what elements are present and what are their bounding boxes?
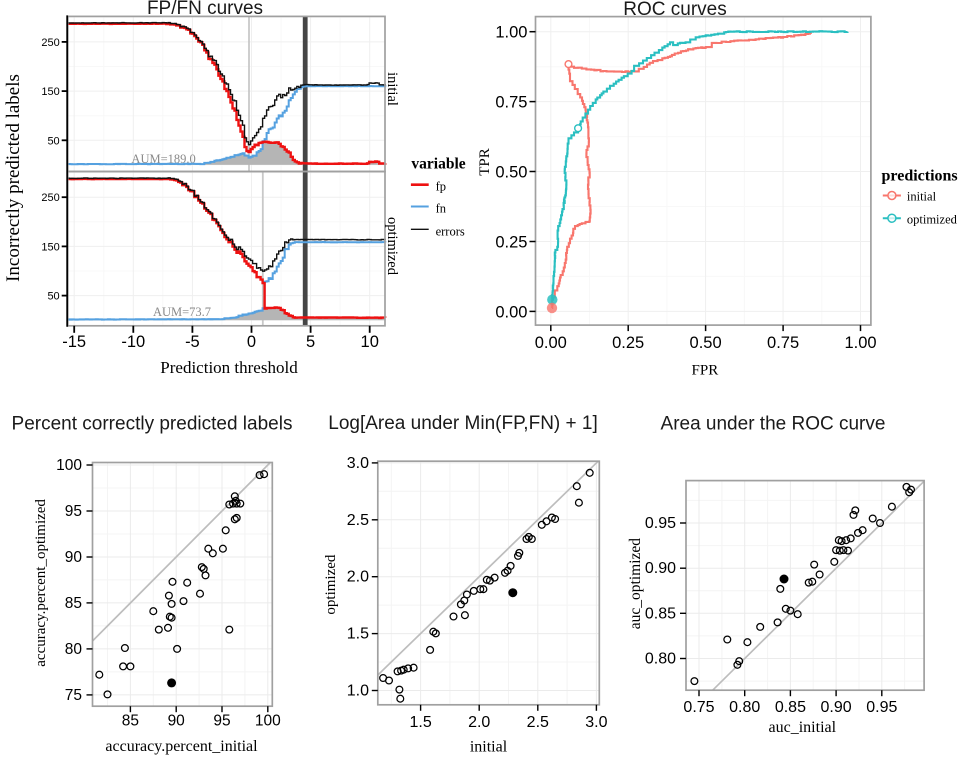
- svg-text:2.5: 2.5: [347, 512, 369, 529]
- svg-text:initial: initial: [384, 72, 400, 106]
- svg-text:0.75: 0.75: [495, 94, 527, 112]
- svg-text:fp: fp: [436, 180, 446, 194]
- svg-text:0.75: 0.75: [683, 699, 714, 716]
- svg-text:FP/FN curves: FP/FN curves: [147, 0, 263, 19]
- svg-text:fn: fn: [436, 202, 447, 216]
- svg-text:80: 80: [65, 641, 83, 658]
- svg-text:0.85: 0.85: [775, 699, 806, 716]
- svg-text:150: 150: [41, 86, 59, 98]
- svg-text:0.90: 0.90: [645, 560, 676, 577]
- svg-text:0.80: 0.80: [729, 699, 760, 716]
- svg-text:50: 50: [47, 135, 59, 147]
- svg-text:TPR: TPR: [477, 148, 493, 176]
- svg-text:accuracy.percent_initial: accuracy.percent_initial: [105, 738, 258, 755]
- svg-text:3.0: 3.0: [585, 714, 607, 731]
- svg-text:Percent correctly predicted la: Percent correctly predicted labels: [12, 413, 293, 434]
- svg-text:3.0: 3.0: [347, 455, 369, 472]
- svg-text:-5: -5: [185, 333, 200, 351]
- svg-text:2.0: 2.0: [468, 714, 490, 731]
- svg-text:0.50: 0.50: [690, 334, 722, 352]
- svg-text:0: 0: [247, 333, 256, 351]
- svg-text:FPR: FPR: [692, 362, 719, 378]
- svg-text:AUM=189.0: AUM=189.0: [131, 152, 195, 166]
- svg-text:75: 75: [65, 687, 82, 704]
- svg-text:1.0: 1.0: [347, 683, 369, 700]
- svg-text:accuracy.percent_optimized: accuracy.percent_optimized: [33, 499, 49, 667]
- svg-text:Incorrectly predicted labels: Incorrectly predicted labels: [3, 74, 24, 282]
- svg-text:initial: initial: [907, 190, 937, 204]
- svg-text:50: 50: [47, 291, 59, 303]
- svg-text:1.5: 1.5: [347, 626, 369, 643]
- svg-text:5: 5: [306, 333, 315, 351]
- svg-text:1.5: 1.5: [409, 714, 431, 731]
- svg-text:Log[Area under Min(FP,FN) + 1]: Log[Area under Min(FP,FN) + 1]: [328, 413, 597, 434]
- svg-text:0.75: 0.75: [767, 334, 799, 352]
- svg-text:0.85: 0.85: [645, 605, 676, 622]
- svg-text:2.0: 2.0: [347, 569, 369, 586]
- svg-text:Area under the ROC curve: Area under the ROC curve: [661, 414, 886, 435]
- svg-text:Prediction threshold: Prediction threshold: [160, 358, 298, 377]
- svg-text:1.00: 1.00: [495, 24, 527, 42]
- svg-text:1.00: 1.00: [844, 334, 876, 352]
- svg-text:2.5: 2.5: [527, 714, 549, 731]
- svg-text:-10: -10: [121, 333, 145, 351]
- svg-text:auc_optimized: auc_optimized: [627, 538, 644, 629]
- svg-text:optimized: optimized: [907, 212, 958, 226]
- svg-text:errors: errors: [436, 224, 465, 238]
- svg-text:100: 100: [56, 457, 82, 474]
- svg-text:90: 90: [168, 713, 186, 730]
- svg-text:0.90: 0.90: [821, 699, 852, 716]
- svg-text:0.80: 0.80: [645, 651, 676, 668]
- svg-text:0.95: 0.95: [866, 699, 897, 716]
- svg-text:initial: initial: [470, 739, 508, 756]
- svg-text:predictions: predictions: [882, 168, 958, 185]
- svg-text:AUM=73.7: AUM=73.7: [153, 305, 211, 319]
- svg-text:ROC curves: ROC curves: [623, 0, 726, 20]
- svg-text:0.00: 0.00: [535, 334, 567, 352]
- svg-text:100: 100: [255, 713, 281, 730]
- svg-text:optimized: optimized: [384, 217, 400, 276]
- svg-text:variable: variable: [411, 155, 465, 172]
- svg-text:10: 10: [361, 333, 379, 351]
- svg-text:250: 250: [41, 192, 59, 204]
- svg-text:0.25: 0.25: [495, 234, 527, 252]
- svg-text:95: 95: [213, 713, 230, 730]
- svg-text:0.00: 0.00: [495, 303, 527, 321]
- svg-text:0.95: 0.95: [645, 515, 676, 532]
- svg-text:85: 85: [65, 595, 82, 612]
- svg-text:95: 95: [65, 503, 82, 520]
- svg-text:90: 90: [65, 549, 83, 566]
- svg-text:-15: -15: [62, 333, 86, 351]
- svg-text:250: 250: [41, 37, 59, 49]
- svg-text:0.25: 0.25: [612, 334, 644, 352]
- svg-text:auc_initial: auc_initial: [769, 719, 837, 736]
- svg-text:0.50: 0.50: [495, 164, 527, 182]
- svg-text:150: 150: [41, 241, 59, 253]
- svg-text:85: 85: [122, 713, 139, 730]
- svg-text:optimized: optimized: [323, 554, 339, 614]
